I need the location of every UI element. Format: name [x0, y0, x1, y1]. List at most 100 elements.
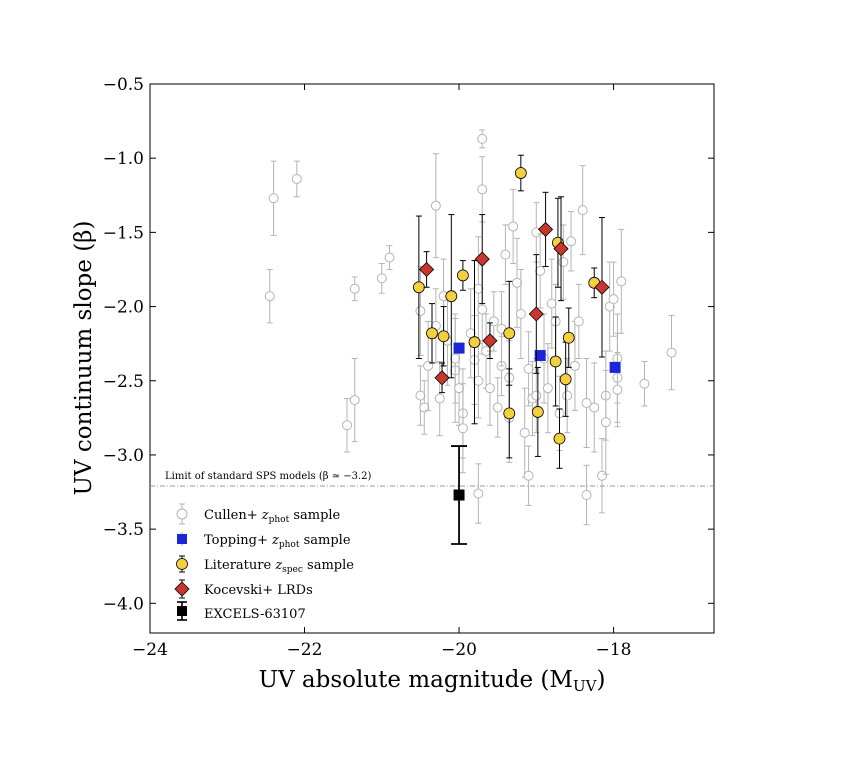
y-tick-label: −0.5 — [103, 75, 144, 95]
point-kocevski — [434, 370, 450, 386]
point-kocevski — [594, 279, 610, 295]
series-0 — [264, 129, 677, 526]
legend-entry-literature: Literature zspec sample — [176, 555, 354, 575]
series-3 — [419, 191, 610, 394]
point-literature — [503, 407, 516, 420]
point-cullen — [268, 193, 279, 204]
point-cullen — [523, 363, 534, 374]
point-cullen — [608, 294, 619, 305]
legend-entry-excels: EXCELS-63107 — [177, 601, 306, 622]
point-cullen — [415, 390, 426, 401]
point-cullen — [342, 420, 353, 431]
sps-limit-label: Limit of standard SPS models (β ≃ −3.2) — [165, 471, 372, 482]
point-cullen — [376, 273, 387, 284]
point-cullen — [473, 488, 484, 499]
point-cullen — [531, 390, 542, 401]
y-tick-label: −4.0 — [103, 594, 144, 614]
point-cullen — [573, 316, 584, 327]
point-cullen — [600, 417, 611, 428]
legend-entry-kocevski: Kocevski+ LRDs — [174, 579, 313, 599]
point-cullen — [477, 133, 488, 144]
point-literature — [412, 281, 425, 294]
y-tick-label: −3.0 — [103, 446, 144, 466]
point-cullen — [589, 402, 600, 413]
point-cullen — [450, 353, 461, 364]
point-cullen — [349, 395, 360, 406]
point-cullen — [535, 265, 546, 276]
legend-marker-excels — [177, 606, 187, 616]
point-literature — [426, 327, 438, 340]
point-cullen — [546, 298, 557, 309]
legend-marker-literature — [176, 558, 188, 570]
point-literature — [445, 290, 458, 303]
point-kocevski — [538, 221, 554, 237]
point-cullen — [473, 375, 484, 386]
y-axis-title: UV continuum slope (β) — [71, 221, 97, 496]
point-cullen — [616, 276, 627, 287]
y-tick-label: −1.5 — [103, 223, 144, 243]
point-cullen — [596, 470, 607, 481]
legend-marker-kocevski — [174, 581, 190, 597]
point-cullen — [639, 378, 650, 389]
point-literature — [437, 330, 450, 343]
x-tick-label: −24 — [132, 640, 168, 660]
series-1 — [453, 342, 621, 373]
point-cullen — [666, 347, 677, 358]
x-tick-label: −22 — [287, 640, 323, 660]
point-cullen — [515, 308, 526, 319]
legend-label-topping: Topping+ zphot sample — [204, 533, 351, 550]
point-literature — [549, 355, 562, 368]
series-2 — [412, 154, 601, 469]
point-cullen — [291, 173, 302, 184]
legend-entry-cullen: Cullen+ zphot sample — [176, 503, 341, 525]
point-kocevski — [553, 241, 569, 257]
point-cullen — [542, 383, 553, 394]
tick-layer: −24 −22 −20 −18 −0.5 −1.0 −1.5 −2.0 −2.5 −3.0 −3.5… — [103, 75, 714, 660]
point-cullen — [523, 470, 534, 481]
point-cullen — [430, 200, 441, 211]
point-cullen — [384, 252, 395, 263]
point-cullen — [531, 227, 542, 238]
point-cullen — [477, 184, 488, 195]
point-cullen — [457, 423, 468, 434]
point-cullen — [477, 304, 488, 315]
point-cullen — [581, 490, 592, 501]
point-kocevski — [419, 261, 435, 278]
legend-label-excels: EXCELS-63107 — [204, 607, 306, 622]
legend-entry-topping: Topping+ zphot sample — [177, 532, 351, 550]
point-cullen — [508, 221, 519, 232]
x-tick-label: −18 — [596, 640, 632, 660]
plot-frame — [149, 83, 715, 634]
legend: Cullen+ zphot sample Topping+ zphot samp… — [174, 503, 354, 622]
y-tick-label: −2.5 — [103, 372, 144, 392]
point-cullen — [473, 283, 484, 294]
point-cullen — [488, 316, 499, 327]
y-tick-label: −3.5 — [103, 520, 144, 540]
x-axis-title: UV absolute magnitude (MUV) — [259, 667, 606, 695]
y-tick-label: −2.0 — [103, 298, 144, 318]
point-cullen — [264, 291, 275, 302]
point-topping — [609, 361, 621, 373]
data-layer — [264, 129, 677, 545]
x-tick-label: −20 — [441, 640, 477, 660]
point-cullen — [581, 398, 592, 409]
point-cullen — [349, 283, 360, 294]
point-literature — [531, 406, 544, 418]
point-literature — [468, 336, 481, 349]
y-tick-label: −1.0 — [103, 149, 144, 169]
point-cullen — [423, 360, 434, 371]
point-cullen — [511, 277, 522, 288]
point-cullen — [612, 384, 623, 395]
point-cullen — [492, 402, 503, 413]
point-kocevski — [474, 251, 490, 267]
point-cullen — [419, 402, 430, 413]
point-excels — [453, 489, 465, 501]
legend-marker-topping — [177, 534, 187, 544]
point-literature — [503, 327, 516, 340]
legend-label-kocevski: Kocevski+ LRDs — [204, 583, 313, 598]
point-cullen — [415, 306, 426, 317]
series-4 — [451, 445, 468, 545]
point-cullen — [577, 205, 588, 216]
point-kocevski — [482, 333, 498, 349]
